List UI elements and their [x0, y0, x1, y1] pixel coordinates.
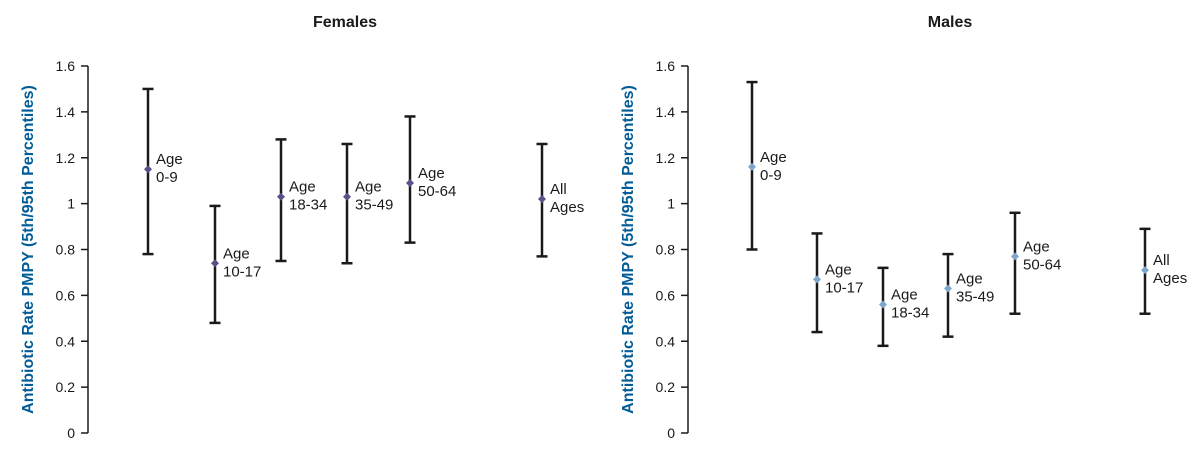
point-label-line: 18-34	[891, 305, 929, 322]
chart-title: Males	[928, 14, 973, 31]
point-label: Age 35-49	[956, 270, 994, 305]
chart-panel-1: Females Antibiotic Rate PMPY (5th/95th Pe…	[20, 14, 584, 441]
point-label: Age 10-17	[825, 261, 863, 296]
data-point-marker	[144, 165, 152, 174]
point-label-line: Age	[223, 245, 250, 262]
y-tick-label: 0.4	[56, 333, 76, 349]
point-label: Age 0-9	[760, 149, 787, 184]
data-point-marker	[277, 192, 285, 201]
point-label-line: Ages	[1153, 270, 1187, 287]
point-label-line: Age	[355, 179, 382, 196]
point-label: Age 35-49	[355, 179, 393, 214]
point-label-line: Age	[825, 261, 852, 278]
point-label: Age 10-17	[223, 245, 261, 280]
y-axis-label: Antibiotic Rate PMPY (5th/95th Percentil…	[20, 85, 37, 414]
y-tick-label: 1.2	[56, 150, 76, 166]
y-axis-label: Antibiotic Rate PMPY (5th/95th Percentil…	[620, 85, 637, 414]
point-label: All Ages	[550, 181, 584, 216]
point-label: Age 0-9	[156, 151, 183, 186]
y-tick-label: 0	[667, 425, 675, 441]
y-tick-label: 1	[67, 196, 75, 212]
y-tick-label: 1	[667, 196, 675, 212]
point-label-line: Age	[760, 149, 787, 166]
y-tick-label: 1.6	[656, 58, 676, 74]
y-tick-label: 0.2	[56, 379, 76, 395]
y-tick-label: 0.6	[656, 287, 676, 303]
data-point-marker	[343, 192, 351, 201]
data-point-marker	[748, 162, 756, 171]
data-point-marker	[944, 284, 952, 293]
point-label-line: Age	[418, 165, 445, 182]
chart-panel-2: Males Antibiotic Rate PMPY (5th/95th Perc…	[620, 14, 1187, 441]
y-tick-label: 0.8	[56, 242, 76, 258]
point-label-line: 50-64	[418, 183, 456, 200]
data-point-marker	[1141, 266, 1149, 275]
point-label-line: Ages	[550, 199, 584, 216]
y-tick-label: 0.4	[656, 333, 676, 349]
point-label-line: 50-64	[1023, 256, 1061, 273]
point-label: Age 18-34	[289, 179, 327, 214]
chart-title: Females	[313, 14, 377, 31]
data-point-marker	[406, 178, 414, 187]
point-label-line: 10-17	[223, 263, 261, 280]
point-label: Age 18-34	[891, 287, 929, 322]
y-tick-label: 0.6	[56, 287, 76, 303]
point-label: Age 50-64	[1023, 238, 1061, 273]
point-label-line: Age	[1023, 238, 1050, 255]
point-label-line: 10-17	[825, 279, 863, 296]
data-point-marker	[211, 259, 219, 268]
y-tick-label: 0	[67, 425, 75, 441]
point-label-line: Age	[156, 151, 183, 168]
data-point-marker	[879, 300, 887, 309]
point-label-line: 0-9	[760, 167, 782, 184]
y-tick-label: 1.4	[656, 104, 676, 120]
y-tick-label: 0.8	[656, 242, 676, 258]
point-label-line: 35-49	[355, 197, 393, 214]
data-point-marker	[538, 195, 546, 204]
point-label-line: All	[1153, 252, 1170, 269]
point-label-line: 18-34	[289, 197, 327, 214]
data-point-marker	[813, 275, 821, 284]
data-point-marker	[1011, 252, 1019, 261]
point-label: Age 50-64	[418, 165, 456, 200]
point-label-line: 35-49	[956, 288, 994, 305]
y-tick-label: 1.4	[56, 104, 76, 120]
y-tick-label: 0.2	[656, 379, 676, 395]
y-tick-label: 1.2	[656, 150, 676, 166]
point-label-line: All	[550, 181, 567, 198]
point-label-line: Age	[956, 270, 983, 287]
point-label-line: Age	[289, 179, 316, 196]
point-label-line: 0-9	[156, 169, 178, 186]
point-label-line: Age	[891, 287, 918, 304]
y-tick-label: 1.6	[56, 58, 76, 74]
point-label: All Ages	[1153, 252, 1187, 287]
